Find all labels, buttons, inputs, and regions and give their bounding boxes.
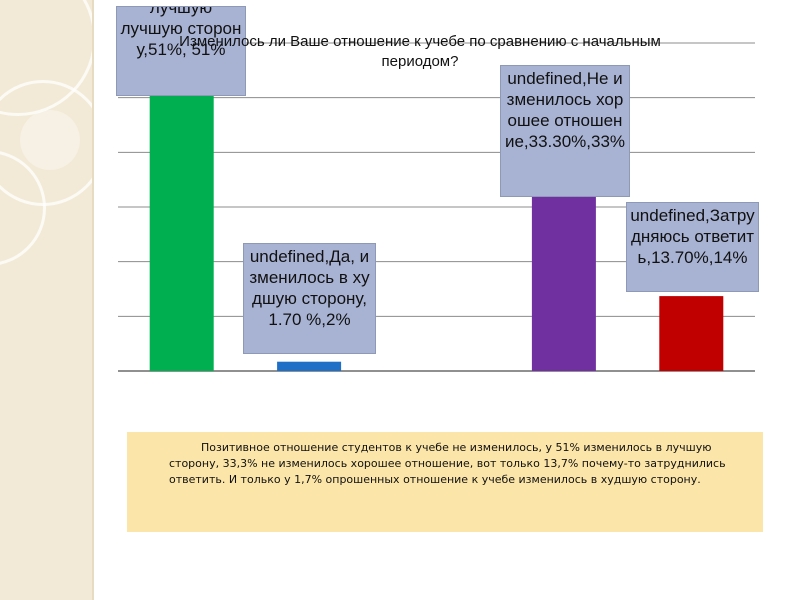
data-label: лучшую лучшую сторону,51%, 51% xyxy=(116,6,246,96)
data-label: undefined,Да, изменилось в худшую сторон… xyxy=(243,243,376,354)
data-label: undefined,Затрудняюсь ответить,13.70%,14… xyxy=(626,202,759,292)
decorative-disc xyxy=(20,110,80,170)
data-label-text: лучшую сторону,51%, 51% xyxy=(120,19,242,59)
bar xyxy=(277,361,342,371)
data-label-text: undefined,Затрудняюсь ответить,13.70%,14… xyxy=(630,206,755,267)
data-label-text: undefined,Да, изменилось в худшую сторон… xyxy=(249,247,370,329)
summary-note: Позитивное отношение студентов к учебе н… xyxy=(127,432,763,532)
bar xyxy=(659,296,724,371)
data-label: undefined,Не изменилось хорошее отношени… xyxy=(500,65,630,197)
decorative-side-band xyxy=(0,0,92,600)
summary-text: Позитивное отношение студентов к учебе н… xyxy=(169,441,726,486)
bar xyxy=(149,92,214,371)
chart-title: Изменилось ли Ваше отношение к учебе по … xyxy=(179,33,661,70)
bars xyxy=(149,92,724,371)
data-label-text: undefined,Не изменилось хорошее отношени… xyxy=(504,69,626,151)
decorative-ring xyxy=(0,80,92,206)
data-label-clipped-line: лучшую xyxy=(149,6,213,17)
side-band-edge xyxy=(92,0,94,600)
bar xyxy=(531,188,596,371)
